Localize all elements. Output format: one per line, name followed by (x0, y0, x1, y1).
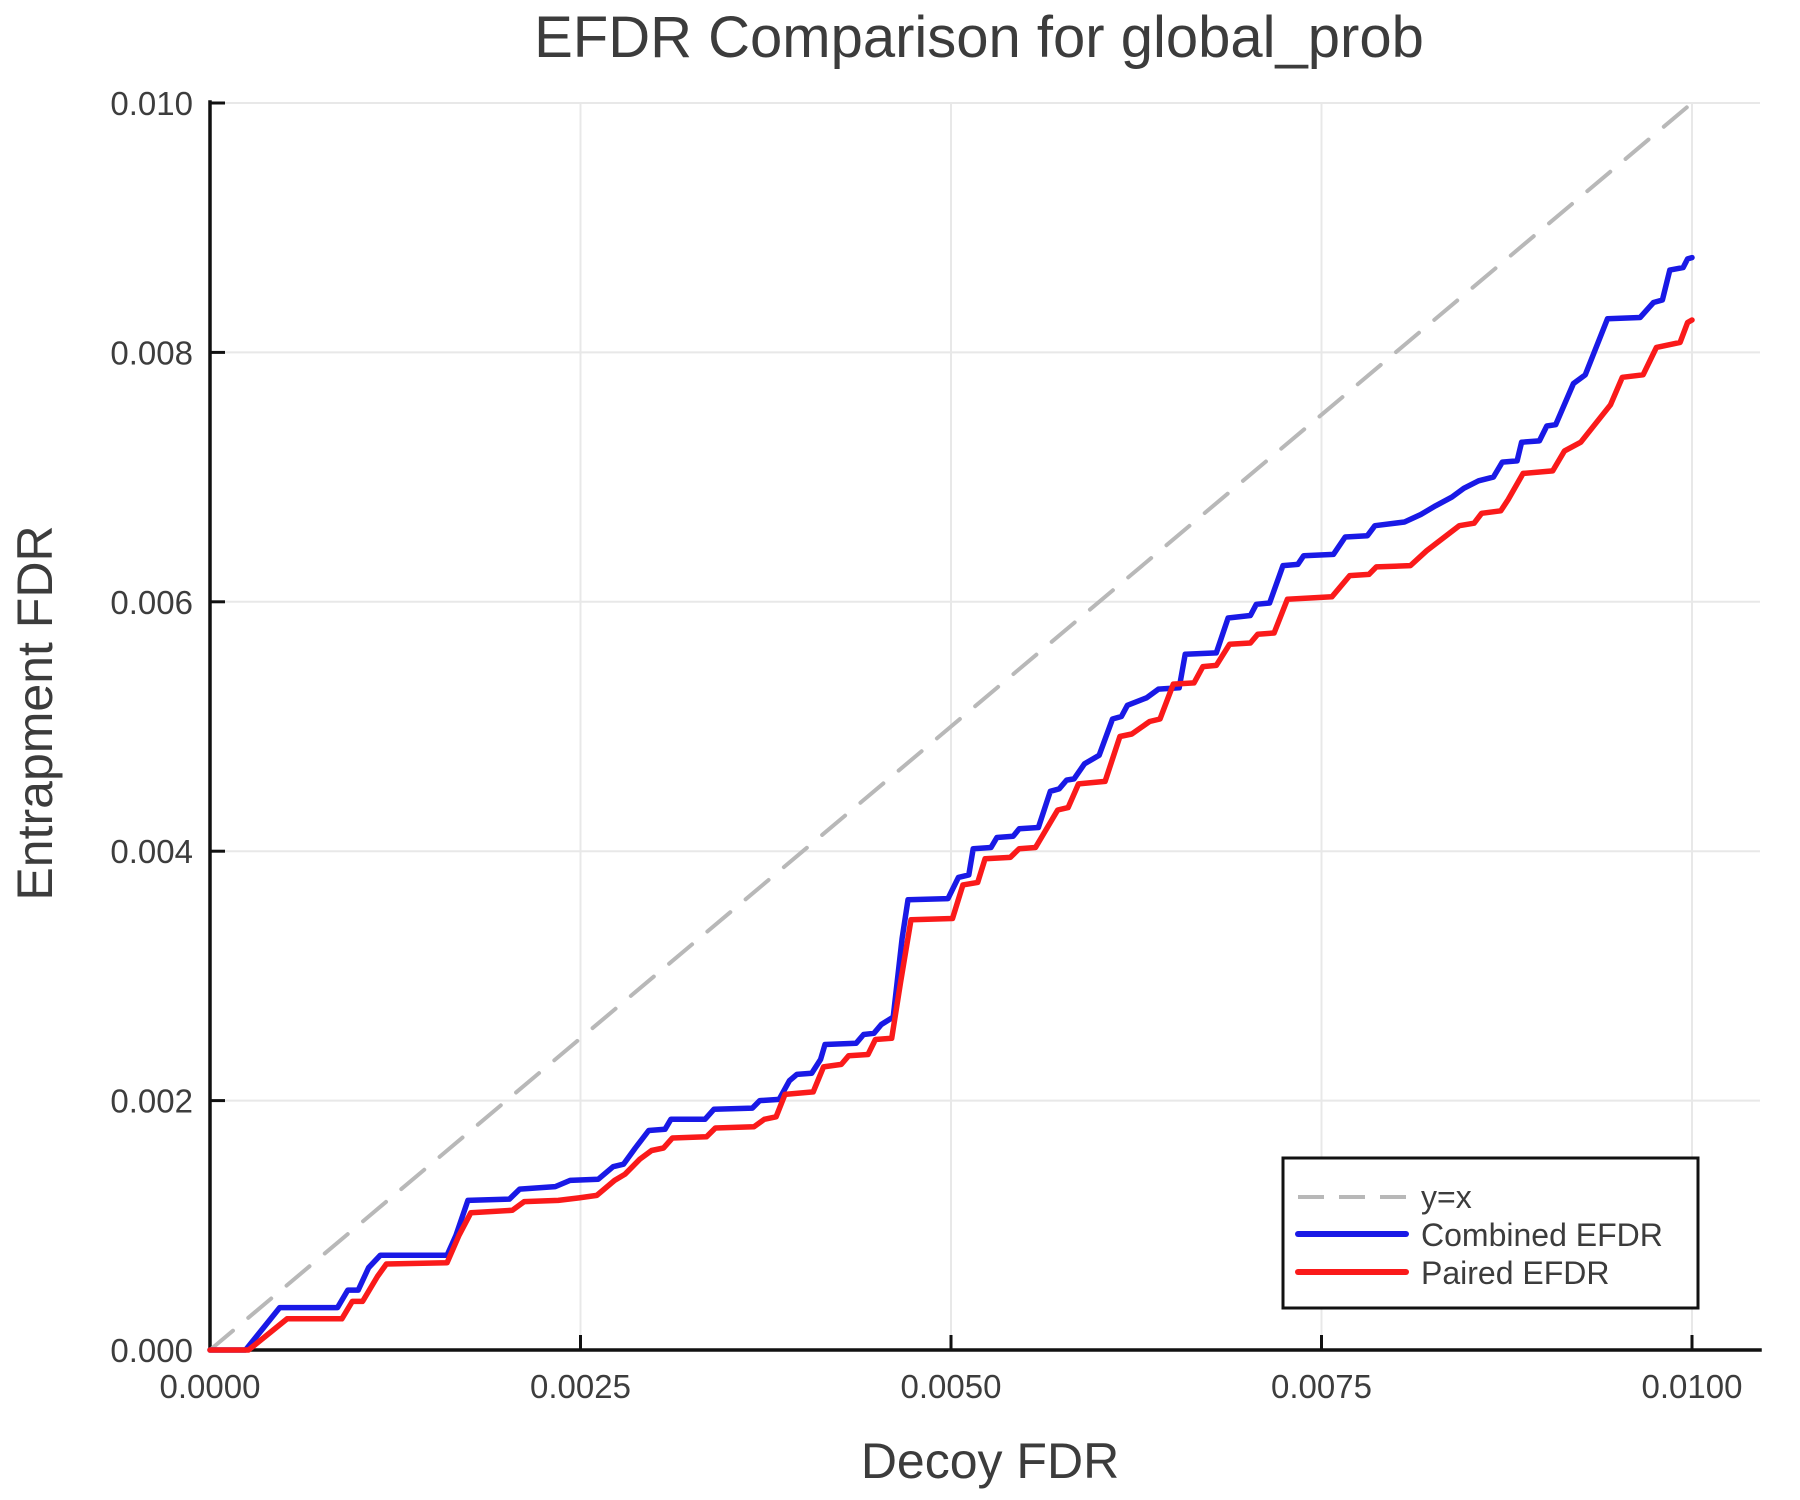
y-tick-label: 0.006 (110, 584, 193, 621)
combined-efdr-line (207, 254, 1695, 1353)
y-tick-label: 0.004 (110, 833, 193, 870)
tick-labels: 0.0000 0.0025 0.0050 0.0075 0.0100 0.000 0.002… (110, 85, 1742, 1405)
x-tick-label: 0.0075 (1271, 1368, 1372, 1405)
paired-efdr-line (207, 317, 1695, 1353)
x-tick-label: 0.0050 (901, 1368, 1002, 1405)
x-tick-label: 0.0000 (160, 1368, 261, 1405)
y-axis-title: Entrapment FDR (7, 525, 63, 900)
chart-title: EFDR Comparison for global_prob (534, 5, 1424, 70)
legend-label-paired-efdr: Paired EFDR (1421, 1255, 1610, 1291)
x-axis-title: Decoy FDR (861, 1433, 1119, 1489)
series-lines (207, 101, 1695, 1353)
axes (208, 100, 1762, 1352)
y-tick-label: 0.002 (110, 1083, 193, 1120)
legend: y=x Combined EFDR Paired EFDR (1281, 1156, 1700, 1310)
legend-label-identity: y=x (1421, 1179, 1472, 1215)
y-tick-label: 0.010 (110, 85, 193, 122)
y-tick-label: 0.000 (110, 1332, 193, 1369)
y-tick-label: 0.008 (110, 334, 193, 371)
y-x-line (208, 101, 1694, 1352)
gridlines (210, 102, 1760, 1350)
x-tick-label: 0.0100 (1642, 1368, 1743, 1405)
legend-label-combined-efdr: Combined EFDR (1421, 1217, 1663, 1253)
x-tick-label: 0.0025 (530, 1368, 631, 1405)
